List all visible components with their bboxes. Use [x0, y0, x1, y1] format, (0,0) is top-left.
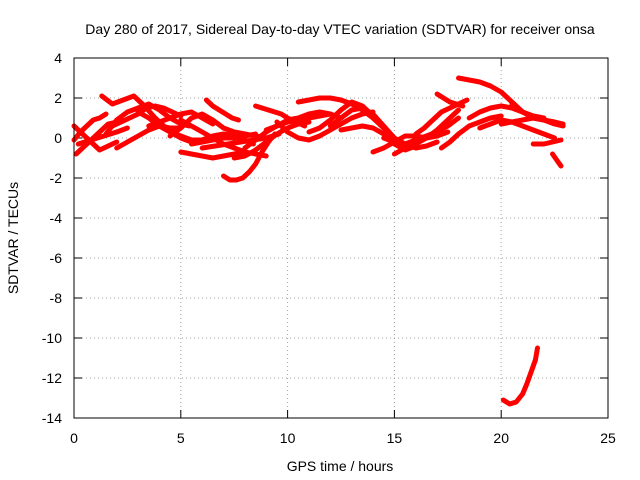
x-tick-label: 20	[493, 430, 509, 446]
series-trace-3	[73, 119, 120, 157]
series-trace-10	[146, 109, 216, 129]
chart-title: Day 280 of 2017, Sidereal Day-to-day VTE…	[85, 21, 595, 37]
y-tick-label: 2	[54, 90, 62, 106]
series-trace-8	[114, 123, 184, 151]
series-trace-2	[71, 123, 120, 153]
y-tick-label: -2	[50, 170, 63, 186]
x-tick-label: 5	[177, 430, 185, 446]
series-trace-31	[391, 107, 461, 157]
plot-frame	[73, 57, 609, 419]
y-tick-label: 0	[54, 130, 62, 146]
series-trace-15	[189, 131, 259, 147]
series-trace-23	[274, 109, 376, 143]
series-trace-41	[550, 151, 564, 169]
y-tick-label: 4	[54, 50, 62, 66]
series-trace-34	[438, 113, 504, 151]
series-trace-4	[75, 125, 130, 147]
y-tick-label: -14	[42, 410, 62, 426]
series-trace-30	[381, 115, 461, 147]
series-trace-18	[221, 131, 278, 183]
y-tick-label: -10	[42, 330, 62, 346]
y-tick-label: -4	[50, 210, 63, 226]
y-tick-labels: -14 -12 -10 -8 -6 -4 -2 0 2 4	[42, 50, 62, 426]
series-trace-16	[203, 97, 241, 123]
y-tick-label: -8	[50, 290, 63, 306]
plot-area	[71, 75, 566, 407]
series-trace-14	[178, 149, 248, 161]
series-trace-7	[109, 103, 184, 129]
x-tick-label: 0	[70, 430, 78, 446]
series-trace-29	[370, 129, 451, 155]
series-trace-17	[199, 131, 282, 151]
series-trace-39	[509, 101, 566, 127]
series-trace-37	[477, 117, 558, 141]
series-trace-21	[253, 103, 308, 129]
grid-lines	[74, 58, 608, 418]
y-tick-label: -6	[50, 250, 63, 266]
series-trace-6	[103, 101, 192, 137]
y-axis-label: SDTVAR / TECUs	[5, 182, 21, 294]
x-axis-label: GPS time / hours	[287, 458, 394, 474]
series-trace-42	[500, 345, 540, 407]
x-tick-label: 10	[280, 430, 296, 446]
x-tick-label: 25	[600, 430, 616, 446]
x-tick-labels: 0 5 10 15 20 25	[70, 430, 616, 446]
x-tick-label: 15	[387, 430, 403, 446]
y-tick-label: -12	[42, 370, 62, 386]
series-trace-40	[530, 137, 564, 147]
series-trace-33	[434, 91, 466, 109]
